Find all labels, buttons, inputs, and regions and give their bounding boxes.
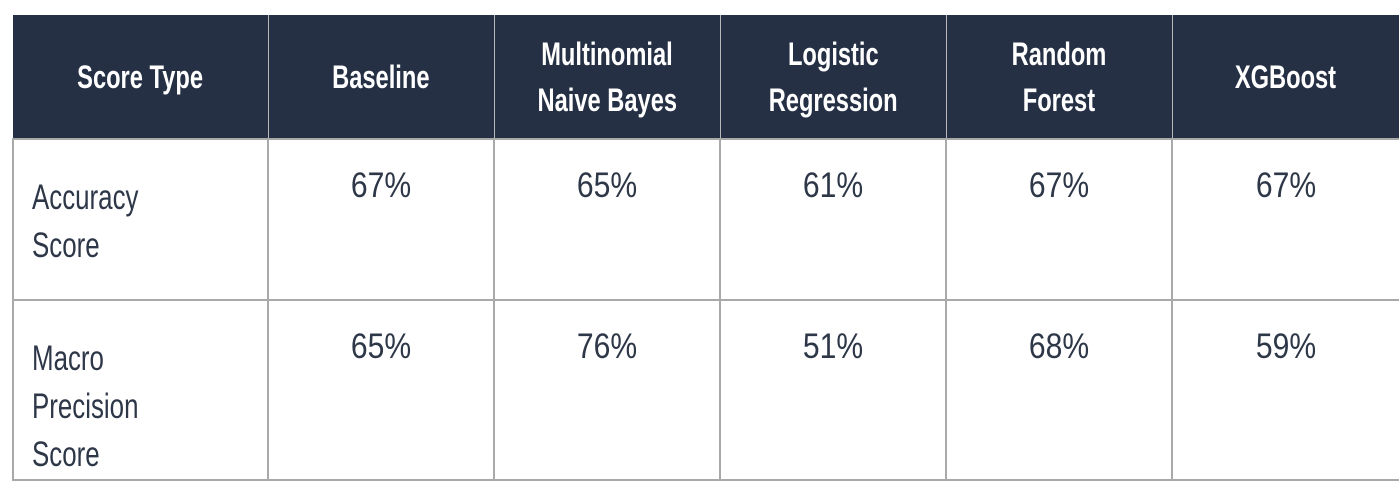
cell-precision-xgboost: 59% [1171, 298, 1399, 481]
table-row-macro-precision-score: Macro Precision Score 65% 76% 51% 68% 59% [12, 298, 1399, 481]
table-row-accuracy-score: Accuracy Score 67% 65% 61% 67% 67% [12, 137, 1399, 301]
model-scores-table: Score Type Baseline Multinomial Naive Bay… [12, 15, 1399, 481]
header-xgboost: XGBoost [1171, 15, 1399, 139]
row-label-macro-precision-score: Macro Precision Score [12, 298, 269, 481]
header-multinomial-naive-bayes: Multinomial Naive Bayes [493, 15, 721, 139]
cell-precision-logistic-regression: 51% [719, 298, 947, 481]
scores-table-container: Score Type Baseline Multinomial Naive Bay… [12, 15, 1399, 481]
cell-accuracy-baseline: 67% [267, 137, 495, 301]
cell-accuracy-xgboost: 67% [1171, 137, 1399, 301]
cell-accuracy-random-forest: 67% [945, 137, 1173, 301]
header-logistic-regression: Logistic Regression [719, 15, 947, 139]
header-baseline: Baseline [267, 15, 495, 139]
header-random-forest: Random Forest [945, 15, 1173, 139]
cell-precision-multinomial-naive-bayes: 76% [493, 298, 721, 481]
cell-precision-random-forest: 68% [945, 298, 1173, 481]
cell-precision-baseline: 65% [267, 298, 495, 481]
header-row: Score Type Baseline Multinomial Naive Bay… [12, 15, 1399, 139]
cell-accuracy-multinomial-naive-bayes: 65% [493, 137, 721, 301]
cell-accuracy-logistic-regression: 61% [719, 137, 947, 301]
header-score-type: Score Type [12, 15, 269, 139]
row-label-accuracy-score: Accuracy Score [12, 137, 269, 301]
